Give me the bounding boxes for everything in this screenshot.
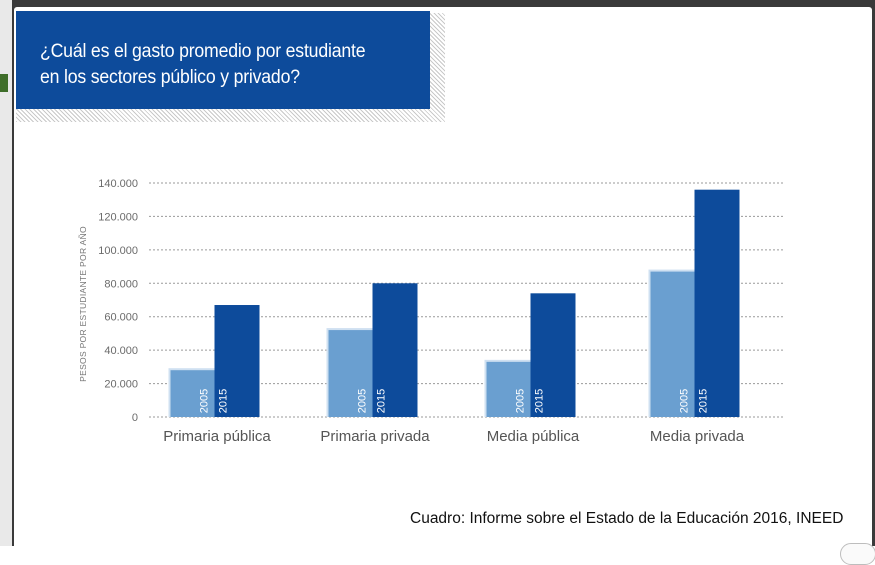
bar-series-label: 2015 [534, 389, 546, 413]
bar-2005 [650, 271, 696, 417]
bar-2015 [530, 293, 576, 417]
y-tick-label: 20.000 [104, 379, 138, 391]
chart-title-line-1: ¿Cuál es el gasto promedio por estudiant… [40, 41, 366, 62]
y-tick-label: 100.000 [98, 245, 138, 257]
bar-series-label: 2005 [515, 389, 527, 413]
x-category-label: Primaria privada [320, 428, 430, 445]
page-behind-strip [0, 0, 12, 546]
bar-series-label: 2015 [218, 389, 230, 413]
bar-2015 [694, 189, 740, 417]
y-tick-label: 0 [132, 412, 138, 424]
chart-title-line-2: en los sectores público y privado? [40, 67, 300, 88]
y-tick-label: 120.000 [98, 211, 138, 223]
bar-chart: 0 20.000 40.000 60.000 80.000 100.000 120.000 1… [78, 178, 784, 445]
x-category-label: Primaria pública [163, 428, 271, 445]
page-behind-green-block [0, 74, 8, 92]
x-category-label: Media privada [650, 428, 745, 445]
bar-series-label: 2015 [698, 389, 710, 413]
bar-2015 [214, 305, 260, 417]
bar-2005 [486, 361, 532, 417]
y-axis-title: PESOS POR ESTUDIANTE POR AÑO [78, 226, 88, 382]
image-lightbox: ¿Cuál es el gasto promedio por estudiant… [14, 7, 875, 565]
bar-2005 [170, 370, 216, 417]
chart-title: ¿Cuál es el gasto promedio por estudiant… [40, 39, 393, 91]
bar-2005 [328, 330, 374, 417]
bar-series-label: 2005 [679, 389, 691, 413]
bar-2015 [372, 283, 418, 417]
bar-series-label: 2015 [376, 389, 388, 413]
y-tick-label: 80.000 [104, 278, 138, 290]
bar-series-label: 2005 [357, 389, 369, 413]
x-category-label: Media pública [487, 428, 580, 445]
image-credit: Cuadro: Informe sobre el Estado de la Ed… [410, 510, 844, 527]
close-button[interactable] [840, 543, 875, 565]
bars [168, 189, 740, 417]
labels: 0 20.000 40.000 60.000 80.000 100.000 120.000 1… [78, 178, 745, 445]
bar-series-label: 2005 [199, 389, 211, 413]
title-banner: ¿Cuál es el gasto promedio por estudiant… [16, 11, 430, 109]
y-tick-label: 140.000 [98, 178, 138, 190]
y-tick-label: 40.000 [104, 345, 138, 357]
y-tick-label: 60.000 [104, 312, 138, 324]
